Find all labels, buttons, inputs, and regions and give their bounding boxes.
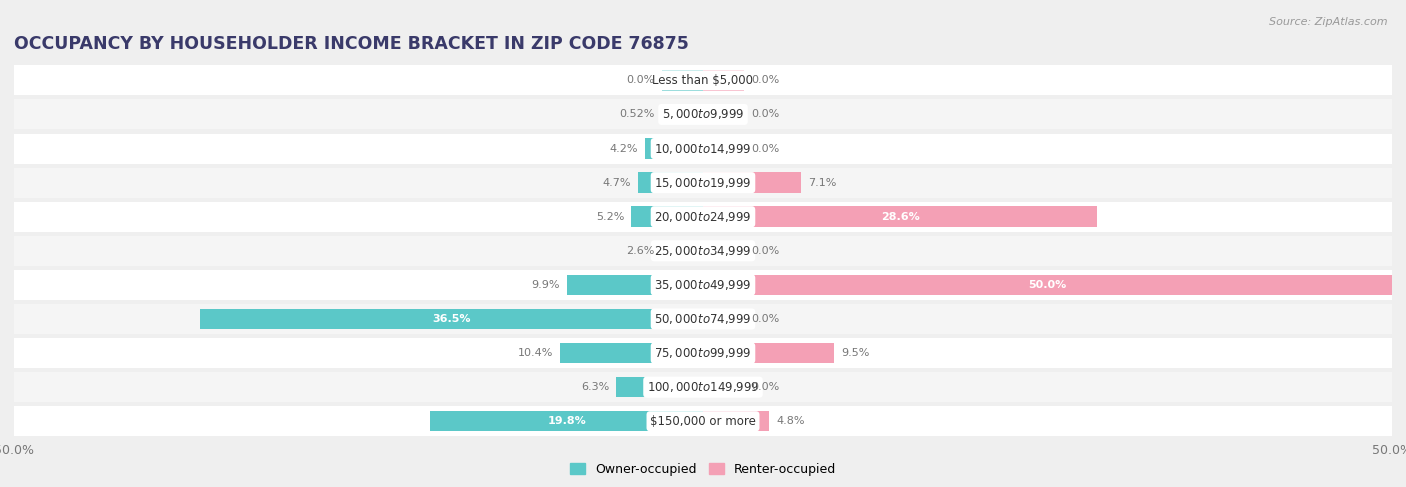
Bar	[14, 168, 1392, 198]
Bar	[703, 343, 834, 363]
Text: 36.5%: 36.5%	[432, 314, 471, 324]
Text: $5,000 to $9,999: $5,000 to $9,999	[662, 108, 744, 121]
Text: 0.0%: 0.0%	[751, 246, 779, 256]
Bar	[703, 104, 744, 125]
Bar	[14, 65, 1392, 95]
Text: $50,000 to $74,999: $50,000 to $74,999	[654, 312, 752, 326]
Bar	[14, 236, 1392, 266]
Bar	[616, 377, 703, 397]
Text: 28.6%: 28.6%	[880, 212, 920, 222]
Bar	[14, 133, 1392, 164]
Text: $150,000 or more: $150,000 or more	[650, 415, 756, 428]
Bar	[631, 206, 703, 227]
Bar	[560, 343, 703, 363]
Text: $100,000 to $149,999: $100,000 to $149,999	[647, 380, 759, 394]
Bar	[638, 172, 703, 193]
Text: $10,000 to $14,999: $10,000 to $14,999	[654, 142, 752, 155]
Bar	[430, 411, 703, 431]
Text: Less than $5,000: Less than $5,000	[652, 74, 754, 87]
Text: $20,000 to $24,999: $20,000 to $24,999	[654, 210, 752, 224]
Bar	[703, 275, 1392, 295]
Bar	[662, 104, 703, 125]
Bar	[14, 202, 1392, 232]
Text: 7.1%: 7.1%	[807, 178, 837, 187]
Text: 10.4%: 10.4%	[517, 348, 553, 358]
Text: Source: ZipAtlas.com: Source: ZipAtlas.com	[1270, 17, 1388, 27]
Bar	[14, 372, 1392, 402]
Text: $35,000 to $49,999: $35,000 to $49,999	[654, 278, 752, 292]
Bar	[703, 241, 744, 261]
Bar	[703, 309, 744, 329]
Text: 2.6%: 2.6%	[627, 246, 655, 256]
Text: OCCUPANCY BY HOUSEHOLDER INCOME BRACKET IN ZIP CODE 76875: OCCUPANCY BY HOUSEHOLDER INCOME BRACKET …	[14, 36, 689, 54]
Bar	[703, 206, 1097, 227]
Bar	[662, 241, 703, 261]
Text: 0.0%: 0.0%	[751, 314, 779, 324]
Text: 9.9%: 9.9%	[531, 280, 560, 290]
Bar	[703, 138, 744, 159]
Text: $15,000 to $19,999: $15,000 to $19,999	[654, 176, 752, 189]
Bar	[200, 309, 703, 329]
Bar	[14, 338, 1392, 368]
Bar	[703, 377, 744, 397]
Bar	[567, 275, 703, 295]
Text: 4.7%: 4.7%	[603, 178, 631, 187]
Text: 50.0%: 50.0%	[1028, 280, 1067, 290]
Bar	[14, 270, 1392, 300]
Text: $75,000 to $99,999: $75,000 to $99,999	[654, 346, 752, 360]
Bar	[14, 406, 1392, 436]
Bar	[645, 138, 703, 159]
Bar	[662, 70, 703, 91]
Bar	[703, 172, 801, 193]
Text: 5.2%: 5.2%	[596, 212, 624, 222]
Text: 0.0%: 0.0%	[751, 110, 779, 119]
Bar	[703, 411, 769, 431]
Bar	[14, 99, 1392, 130]
Text: $25,000 to $34,999: $25,000 to $34,999	[654, 244, 752, 258]
Text: 6.3%: 6.3%	[581, 382, 609, 392]
Bar	[703, 70, 744, 91]
Legend: Owner-occupied, Renter-occupied: Owner-occupied, Renter-occupied	[565, 458, 841, 481]
Bar	[14, 304, 1392, 334]
Text: 19.8%: 19.8%	[547, 416, 586, 426]
Text: 0.52%: 0.52%	[620, 110, 655, 119]
Text: 9.5%: 9.5%	[841, 348, 869, 358]
Text: 0.0%: 0.0%	[751, 382, 779, 392]
Text: 4.8%: 4.8%	[776, 416, 804, 426]
Text: 0.0%: 0.0%	[627, 75, 655, 85]
Text: 0.0%: 0.0%	[751, 144, 779, 153]
Text: 4.2%: 4.2%	[610, 144, 638, 153]
Text: 0.0%: 0.0%	[751, 75, 779, 85]
